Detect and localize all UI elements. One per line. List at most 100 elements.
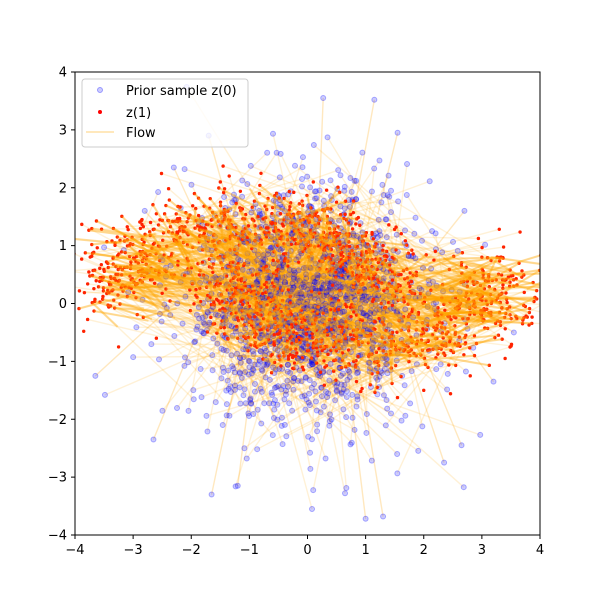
prior-point xyxy=(394,470,401,477)
prior-point xyxy=(197,366,204,373)
flow-line xyxy=(351,277,471,341)
flow-line xyxy=(309,267,313,292)
prior-point xyxy=(418,237,425,244)
flow-line xyxy=(310,259,401,350)
flow-line xyxy=(290,277,357,312)
flow-line xyxy=(207,286,398,313)
flow-line xyxy=(323,275,439,309)
prior-point xyxy=(404,161,411,168)
flow-line xyxy=(237,320,318,426)
flow-line xyxy=(323,243,348,489)
flow-line xyxy=(213,307,502,340)
flow-line xyxy=(204,229,388,312)
flow-line xyxy=(288,213,363,314)
flow-line xyxy=(225,243,293,339)
flow-line xyxy=(324,262,331,333)
flow-line xyxy=(296,258,407,270)
flow-line xyxy=(222,212,412,283)
flow-line xyxy=(288,344,360,404)
flow-line xyxy=(277,325,312,346)
plot-area xyxy=(75,83,540,522)
prior-point xyxy=(226,412,233,419)
flow-line xyxy=(244,228,395,243)
prior-point xyxy=(327,360,334,367)
prior-point xyxy=(302,406,309,413)
flow-line xyxy=(389,272,411,371)
flow-line xyxy=(276,232,317,331)
flow-line xyxy=(311,237,412,251)
flow-line xyxy=(127,229,430,352)
flow-line xyxy=(234,245,312,487)
prior-point xyxy=(378,199,385,206)
target-point xyxy=(476,236,481,241)
flow-line xyxy=(206,313,233,432)
flow-line xyxy=(220,282,308,291)
prior-point xyxy=(437,361,444,368)
flow-line xyxy=(352,287,365,314)
flow-line xyxy=(320,282,478,413)
flow-line xyxy=(341,325,366,361)
flow-line xyxy=(196,297,242,404)
prior-point xyxy=(296,367,303,374)
flow-line xyxy=(259,255,412,304)
flow-line xyxy=(374,309,485,323)
flow-line xyxy=(270,257,326,311)
prior-point xyxy=(248,400,255,407)
prior-point xyxy=(408,368,415,375)
flow-line xyxy=(343,217,387,221)
flow-line xyxy=(230,257,504,387)
prior-point xyxy=(402,227,409,234)
target-point xyxy=(300,365,305,369)
flow-line xyxy=(272,282,409,326)
target-point xyxy=(359,389,363,394)
flow-line xyxy=(341,223,350,325)
flow-line xyxy=(240,210,285,336)
prior-point xyxy=(244,180,251,187)
target-point xyxy=(295,351,299,355)
flow-line xyxy=(268,232,331,422)
flow-line xyxy=(227,233,333,382)
target-point xyxy=(85,317,90,322)
flow-line xyxy=(284,210,504,289)
prior-point xyxy=(282,391,289,398)
prior-point xyxy=(284,377,291,384)
prior-point xyxy=(383,234,390,241)
flow-line xyxy=(314,191,357,225)
target-point xyxy=(154,336,159,340)
prior-point xyxy=(372,230,379,237)
prior-point xyxy=(156,356,163,363)
target-point xyxy=(390,278,395,282)
flow-line xyxy=(168,188,340,338)
target-point xyxy=(387,223,391,227)
flow-line xyxy=(263,349,397,366)
flow-line xyxy=(227,307,532,325)
target-point xyxy=(395,395,400,400)
flow-line xyxy=(271,223,399,355)
flow-line xyxy=(211,249,404,318)
flow-line xyxy=(115,265,437,304)
flow-line xyxy=(313,270,349,314)
flow-line xyxy=(132,278,301,341)
flow-line xyxy=(306,176,367,337)
flow-line xyxy=(340,293,361,368)
flow-line xyxy=(92,274,380,388)
target-point xyxy=(292,190,296,195)
flow-line xyxy=(132,243,332,327)
target-point xyxy=(99,262,104,267)
flow-line xyxy=(138,207,182,272)
prior-point xyxy=(429,228,436,235)
prior-point xyxy=(433,366,440,373)
flow-line xyxy=(235,199,413,343)
flow-line xyxy=(261,243,328,332)
flow-line xyxy=(279,233,347,268)
flow-line xyxy=(351,246,390,266)
flow-line xyxy=(283,364,350,387)
target-point xyxy=(138,226,143,231)
flow-line xyxy=(406,194,482,311)
prior-point xyxy=(384,405,391,412)
flow-line xyxy=(319,314,511,377)
prior-point xyxy=(395,198,402,205)
flow-line xyxy=(203,232,300,329)
flow-line xyxy=(342,240,397,251)
